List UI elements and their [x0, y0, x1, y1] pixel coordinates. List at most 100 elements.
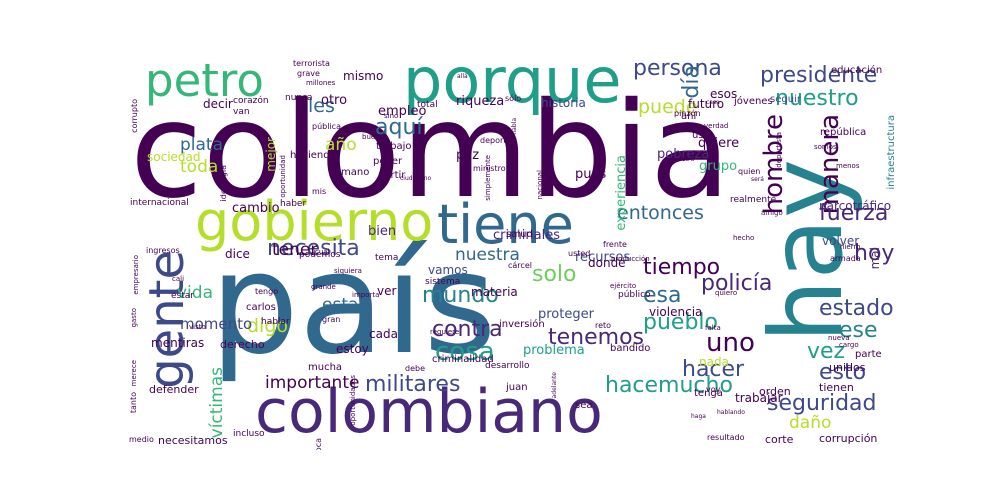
cloud-word: haga [691, 413, 706, 420]
cloud-word: petro [145, 60, 264, 107]
cloud-word: tenga [694, 388, 723, 399]
cloud-word: público [618, 290, 651, 300]
cloud-word: corte [765, 433, 794, 446]
cloud-word: realmente [730, 195, 777, 205]
cloud-word: quiero [715, 289, 738, 297]
cloud-word: oportunidad [279, 155, 287, 198]
cloud-word: allá [457, 73, 468, 80]
cloud-word: millones [306, 79, 336, 87]
cloud-word: criminalidad [432, 354, 494, 365]
cloud-word: producción [611, 255, 650, 263]
cloud-word: voy [706, 385, 721, 394]
cloud-word: narcotráfico [819, 199, 892, 213]
cloud-word: mejor [264, 137, 278, 172]
cloud-word: estar [171, 291, 194, 301]
cloud-word: paz [456, 148, 480, 163]
cloud-word: mundo [422, 283, 499, 308]
cloud-word: les [308, 95, 335, 117]
cloud-word: simplemente [484, 155, 492, 201]
cloud-word: república [820, 127, 867, 138]
cloud-word: necesita [267, 236, 360, 261]
cloud-word: tanto [129, 392, 138, 414]
cloud-word: ciudadano [400, 175, 432, 182]
cloud-word: salud [506, 229, 533, 240]
cloud-word: seguridad [767, 391, 877, 416]
cloud-word: van [233, 107, 250, 117]
cloud-word: día [679, 65, 704, 99]
cloud-word: vida [177, 283, 213, 303]
cloud-word: internacional [130, 198, 189, 208]
cloud-word: año [325, 135, 357, 155]
cloud-word: jóvenes [734, 96, 773, 107]
cloud-word: nuestro [775, 86, 859, 111]
cloud-word: necesitamos [158, 434, 228, 447]
cloud-word: oportunidades [349, 375, 357, 426]
cloud-word: hacer [682, 357, 745, 382]
cloud-word: siquiera [334, 267, 362, 275]
cloud-word: buena [362, 133, 384, 141]
cloud-word: daño [789, 413, 832, 433]
cloud-word: sea [575, 400, 593, 411]
cloud-word: digo [247, 315, 289, 337]
cloud-word: grande [311, 283, 336, 291]
cloud-word: corazón [233, 96, 269, 106]
cloud-word: frente [603, 240, 627, 249]
cloud-word: cali [172, 275, 185, 283]
cloud-word: historia [541, 96, 586, 110]
cloud-word: riqueza [456, 94, 505, 109]
cloud-word: tienen [819, 381, 854, 394]
cloud-word: haber [280, 199, 307, 209]
cloud-word: infraestructura [886, 115, 897, 190]
cloud-word: donde [588, 256, 626, 270]
cloud-word: uno [706, 328, 755, 358]
cloud-word: juan [506, 382, 528, 393]
cloud-word: trabajo [376, 141, 412, 152]
cloud-word: partir [378, 170, 406, 181]
cloud-word: ministro [473, 164, 506, 173]
cloud-word: mentiras [151, 336, 205, 350]
cloud-word: gran [322, 315, 341, 324]
cloud-word: pueblo [643, 310, 718, 335]
cloud-word: esto [819, 360, 867, 385]
cloud-word: sistema [425, 277, 461, 287]
cloud-word: problema [523, 343, 585, 358]
cloud-word: otro [321, 93, 348, 108]
cloud-word: carlos [246, 302, 276, 313]
cloud-word: deportista [775, 132, 783, 168]
cloud-word: aquí [375, 115, 423, 140]
cloud-word: terrorista [293, 60, 330, 68]
cloud-word: materia [471, 285, 518, 299]
cloud-word: podemos [299, 250, 341, 260]
cloud-word: grupo [699, 159, 738, 174]
cloud-word: tiempo [643, 255, 721, 280]
cloud-word: entonces [617, 202, 704, 224]
cloud-word: persona [633, 60, 722, 81]
cloud-word: cosa [435, 337, 495, 367]
cloud-word: orden [759, 385, 791, 398]
cloud-word: hecho [733, 234, 755, 242]
cloud-word: gobierno [195, 190, 434, 253]
cloud-word: armada [830, 254, 861, 263]
cloud-word: ejército [610, 282, 637, 290]
cloud-word: ahí [681, 111, 697, 122]
cloud-word: grave [297, 69, 320, 78]
cloud-word: estado [819, 296, 894, 321]
cloud-word: ingresos [146, 246, 180, 255]
cloud-word: mano [341, 167, 370, 178]
cloud-word: momento [180, 315, 253, 333]
cloud-word: hablando [717, 409, 745, 416]
cloud-word: tengo [255, 287, 279, 296]
cloud-word: incluso [233, 429, 265, 439]
cloud-word: merece [130, 360, 138, 387]
cloud-word: colombia [130, 74, 731, 228]
cloud-word: esos [710, 87, 738, 101]
cloud-word: criminales [493, 228, 560, 243]
cloud-word: cárcel [508, 261, 532, 270]
cloud-word: otra [682, 156, 695, 163]
cloud-word: toda [180, 157, 219, 177]
cloud-word: educación [831, 65, 883, 76]
cloud-word: unidos [829, 361, 866, 374]
cloud-word: policía [701, 271, 773, 296]
word-cloud: colombia país hay colombiano porque gobierno t… [125, 60, 900, 450]
cloud-word: resultado [707, 433, 745, 442]
